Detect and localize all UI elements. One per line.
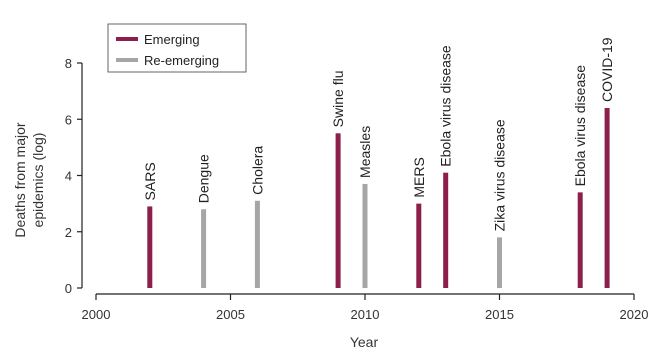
bar-label-2010: Measles — [357, 126, 373, 178]
bar-label-2006: Cholera — [249, 146, 265, 195]
bar-re-emerging-2010 — [362, 183, 368, 288]
y-axis-title: Deaths from major epidemics (log) — [12, 122, 46, 237]
bar-label-2015: Zika virus disease — [492, 119, 508, 231]
bar-emerging-2012 — [416, 203, 422, 288]
bar-emerging-2018 — [577, 192, 583, 288]
y-tick-label-4: 4 — [65, 169, 72, 184]
y-tick-label-0: 0 — [65, 281, 72, 296]
legend-label-re-emerging: Re-emerging — [144, 53, 219, 68]
bar-re-emerging-2015 — [497, 237, 502, 288]
bar-re-emerging-2004 — [201, 209, 207, 288]
bar-label-2009: Swine flu — [330, 71, 346, 128]
x-tick-label-2015: 2015 — [485, 307, 514, 322]
y-axis-title-line-1: Deaths from major — [12, 122, 28, 237]
x-tick-label-2005: 2005 — [216, 307, 245, 322]
y-tick-label-8: 8 — [65, 56, 72, 71]
legend-label-emerging: Emerging — [144, 32, 200, 47]
y-tick-label-2: 2 — [65, 225, 72, 240]
y-tick-label-6: 6 — [65, 112, 72, 127]
bar-label-2019: COVID-19 — [599, 37, 615, 102]
y-axis-title-line-2: epidemics (log) — [30, 133, 46, 228]
bar-label-2012: MERS — [411, 157, 427, 197]
bar-emerging-2002 — [147, 206, 153, 288]
bar-re-emerging-2006 — [254, 200, 260, 288]
bar-label-2004: Dengue — [196, 154, 212, 203]
legend: Emerging Re-emerging — [107, 23, 247, 73]
x-tick-label-2000: 2000 — [82, 307, 111, 322]
plot-area: 0 2 4 6 8 2000 2005 2010 2015 2020 SARS Swine flu ME… — [65, 37, 648, 322]
bar-label-2002: SARS — [142, 162, 158, 200]
bar-emerging-2009 — [335, 133, 341, 288]
bar-emerging-2013 — [443, 172, 449, 288]
x-tick-label-2010: 2010 — [351, 307, 380, 322]
x-axis-title: Year — [350, 334, 379, 350]
legend-box — [107, 23, 247, 73]
bar-label-2013: Ebola virus disease — [438, 45, 454, 167]
x-tick-label-2020: 2020 — [620, 307, 648, 322]
bar-label-2018: Ebola virus disease — [572, 65, 588, 187]
bar-emerging-2019 — [604, 108, 610, 288]
